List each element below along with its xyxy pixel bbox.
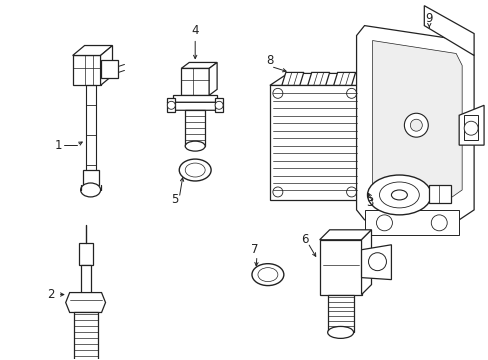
- Ellipse shape: [404, 113, 427, 137]
- Polygon shape: [209, 62, 217, 95]
- Text: 7: 7: [251, 243, 258, 256]
- Ellipse shape: [179, 159, 211, 181]
- Ellipse shape: [346, 187, 356, 197]
- Polygon shape: [319, 230, 371, 240]
- Ellipse shape: [390, 190, 407, 200]
- Bar: [319, 240, 361, 294]
- Ellipse shape: [379, 182, 419, 208]
- Bar: [81, 265, 90, 293]
- Polygon shape: [101, 45, 112, 85]
- Ellipse shape: [272, 187, 282, 197]
- Ellipse shape: [409, 119, 422, 131]
- Ellipse shape: [258, 268, 277, 282]
- Polygon shape: [215, 98, 223, 112]
- Text: 4: 4: [191, 24, 199, 37]
- Ellipse shape: [368, 253, 386, 271]
- Polygon shape: [458, 105, 483, 145]
- Bar: [463, 115, 477, 140]
- Polygon shape: [101, 60, 118, 78]
- Ellipse shape: [81, 183, 101, 197]
- Text: 3: 3: [365, 197, 372, 210]
- Polygon shape: [307, 72, 329, 85]
- Polygon shape: [173, 95, 217, 102]
- Polygon shape: [281, 72, 303, 85]
- Bar: [185, 110, 205, 146]
- Text: 8: 8: [265, 54, 273, 67]
- Polygon shape: [361, 245, 390, 280]
- Ellipse shape: [272, 88, 282, 98]
- Polygon shape: [82, 170, 99, 185]
- Polygon shape: [167, 98, 175, 112]
- Polygon shape: [181, 62, 217, 68]
- Ellipse shape: [251, 264, 283, 285]
- Ellipse shape: [376, 215, 392, 231]
- Polygon shape: [167, 102, 223, 110]
- Bar: [74, 312, 98, 360]
- Text: 1: 1: [55, 139, 62, 152]
- Polygon shape: [359, 73, 377, 200]
- Ellipse shape: [215, 101, 223, 109]
- Polygon shape: [181, 68, 209, 95]
- Polygon shape: [424, 6, 473, 55]
- Polygon shape: [364, 210, 458, 235]
- Ellipse shape: [185, 141, 205, 151]
- Bar: [79, 243, 92, 265]
- Ellipse shape: [327, 327, 353, 338]
- Polygon shape: [372, 41, 461, 197]
- Polygon shape: [356, 26, 473, 220]
- Polygon shape: [73, 55, 101, 85]
- Ellipse shape: [367, 175, 430, 215]
- Ellipse shape: [185, 163, 205, 177]
- Ellipse shape: [167, 101, 175, 109]
- Text: 5: 5: [171, 193, 179, 206]
- Ellipse shape: [463, 121, 477, 135]
- Text: 2: 2: [47, 288, 54, 301]
- Bar: [327, 294, 353, 332]
- Bar: [269, 85, 359, 200]
- Ellipse shape: [430, 215, 447, 231]
- Text: 6: 6: [301, 233, 308, 246]
- Polygon shape: [361, 230, 371, 294]
- Polygon shape: [269, 73, 377, 85]
- Polygon shape: [333, 72, 355, 85]
- Polygon shape: [65, 293, 105, 312]
- Ellipse shape: [346, 88, 356, 98]
- Text: 9: 9: [425, 12, 432, 25]
- Polygon shape: [428, 185, 450, 203]
- Polygon shape: [73, 45, 112, 55]
